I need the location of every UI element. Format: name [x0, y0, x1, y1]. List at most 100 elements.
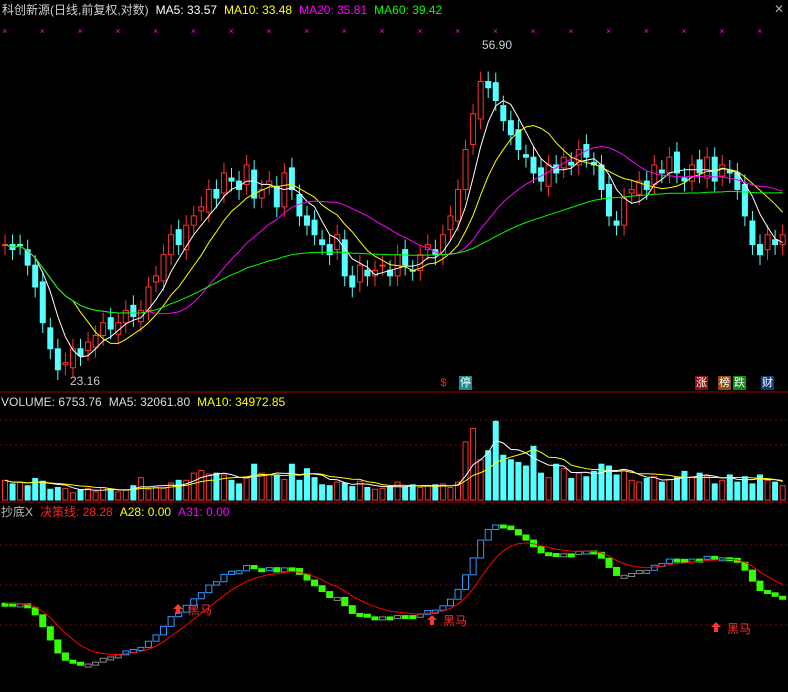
low-price-label: 23.16 — [70, 374, 101, 388]
volume-bar-up — [424, 485, 431, 501]
badge-dollar[interactable]: $ — [440, 377, 447, 389]
candle-up — [168, 234, 175, 256]
candle-down — [24, 249, 31, 266]
candle-up — [92, 335, 99, 348]
indicator-bar — [197, 592, 205, 600]
indicator-bar — [499, 524, 507, 529]
volume-bar-up — [190, 472, 197, 501]
candle-down — [32, 264, 39, 288]
indicator-bar — [356, 612, 364, 617]
candle-up — [545, 164, 552, 187]
indicator-bar — [295, 568, 303, 575]
indicator-bar — [39, 614, 47, 628]
volume-bar-up — [621, 469, 628, 501]
candle-down — [213, 188, 220, 199]
volume-bar-up — [334, 481, 341, 501]
badge-rank[interactable]: 榜 — [718, 376, 731, 390]
volume-bar-down — [772, 481, 779, 501]
candle-up — [69, 348, 76, 369]
volume-bar-up — [266, 474, 273, 501]
volume-bar-up — [122, 489, 129, 501]
indicator-bar — [46, 626, 54, 641]
indicator-bar — [348, 605, 356, 614]
volume-bar-up — [281, 478, 288, 501]
indicator-bar — [280, 567, 288, 573]
volume-bar-up — [183, 479, 190, 501]
marker-x: × — [531, 26, 536, 36]
indicator-bar — [69, 659, 77, 664]
volume-bar-down — [402, 486, 409, 501]
marker-x: × — [153, 26, 158, 36]
volume-bar-up — [628, 479, 635, 501]
volume-bar-up — [2, 479, 8, 501]
badge-limit-up[interactable]: 涨 — [695, 376, 708, 390]
indicator-bar — [288, 567, 296, 572]
indicator-bar — [235, 570, 243, 575]
candle-up — [145, 286, 152, 311]
signal-label: 黑马 — [188, 603, 213, 617]
volume-bar-up — [439, 483, 446, 501]
indicator-bar — [144, 640, 152, 648]
indicator-bar — [137, 646, 145, 651]
indicator-bar — [190, 598, 198, 606]
volume-bar-down — [741, 476, 748, 501]
volume-bar-up — [17, 481, 24, 501]
indicator-bar — [635, 570, 643, 575]
volume-bar-down — [311, 477, 318, 501]
indicator-bar — [545, 552, 553, 557]
candle-up — [455, 188, 461, 222]
ma60-label: MA60: 39.42 — [374, 3, 443, 17]
volume-bar-down — [32, 478, 39, 501]
indicator-bar — [567, 553, 575, 558]
ma5-line — [4, 99, 783, 358]
badge-suspend[interactable]: 停 — [459, 376, 472, 390]
volume-bar-down — [507, 459, 514, 501]
indicator-bar — [318, 585, 326, 593]
volume-bar-up — [243, 477, 250, 501]
indicator-bar — [665, 558, 673, 564]
indicator-bar — [92, 661, 100, 666]
indicator-bar — [597, 551, 605, 559]
volume-bar-up — [379, 487, 386, 501]
candle-up — [621, 197, 628, 226]
indicator-bar — [31, 607, 39, 616]
badge-finance[interactable]: 财 — [761, 376, 774, 390]
volume-ma10-label: MA10: 34972.85 — [197, 395, 286, 409]
volume-bar-down — [228, 479, 235, 501]
indicator-bar — [681, 558, 688, 563]
candle-up — [666, 156, 673, 174]
volume-bar-up — [62, 487, 69, 501]
volume-bar-down — [39, 480, 46, 501]
marker-x: × — [304, 26, 309, 36]
close-icon[interactable]: ✕ — [774, 2, 785, 16]
indicator-bar — [462, 574, 470, 590]
indicator-header: 抄底X 决策线: 28.28 A28: 0.00 A31: 0.00 — [1, 505, 229, 519]
volume-ma5-line — [4, 439, 783, 491]
volume-bar-up — [168, 482, 175, 501]
a28-label: A28: 0.00 — [119, 505, 172, 519]
volume-bar-down — [522, 465, 529, 501]
candle-down — [402, 249, 409, 266]
candle-up — [153, 275, 159, 283]
indicator-bar — [265, 567, 273, 572]
badge-limit-down[interactable]: 跌 — [733, 376, 746, 390]
volume-bar-down — [485, 450, 492, 501]
volume-bar-up — [764, 479, 771, 501]
candle-down — [304, 215, 310, 226]
ma10-label: MA10: 33.48 — [224, 3, 293, 17]
volume-bar-up — [462, 441, 469, 501]
candle-up — [379, 264, 386, 267]
volume-bar-down — [757, 474, 763, 501]
candle-down — [17, 244, 24, 247]
candle-up — [334, 234, 341, 251]
candle-down — [107, 317, 114, 330]
volume-bar-up — [153, 486, 159, 501]
indicator-bar — [54, 639, 62, 654]
candle-up — [470, 113, 477, 145]
candle-up — [477, 81, 484, 120]
candle-down — [130, 304, 137, 317]
arrow-up-icon — [427, 615, 437, 625]
volume-bar-down — [341, 482, 348, 501]
candle-down — [273, 185, 280, 208]
